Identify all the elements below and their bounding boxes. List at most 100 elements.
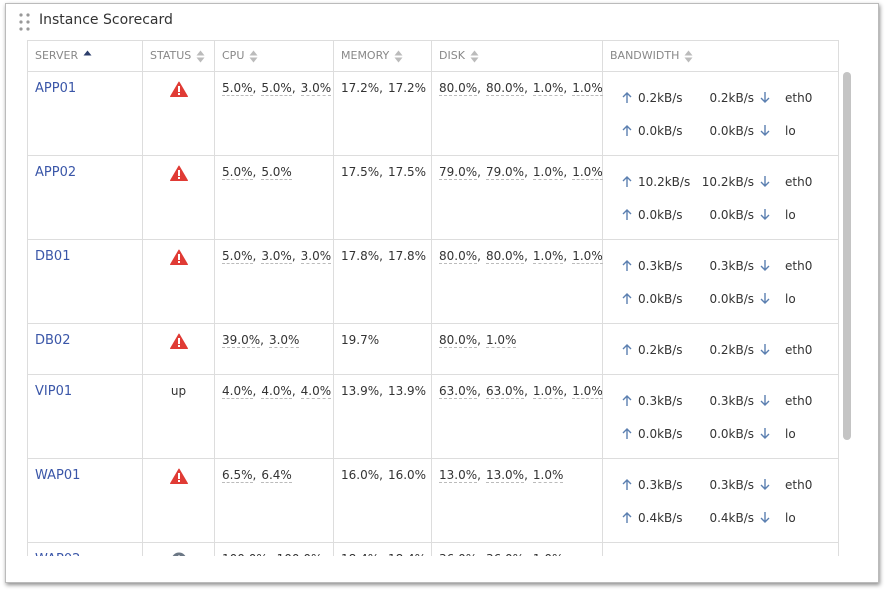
disk-item: 1.0% [572, 384, 603, 399]
memory-item: 17.5% [388, 165, 426, 179]
cpu-value: 3.0% [261, 249, 292, 264]
cpu-value: 4.0% [222, 384, 253, 399]
warning-icon [169, 165, 188, 181]
up-arrow [622, 209, 632, 220]
up-arrow [622, 176, 632, 187]
cpu-value: 5.0% [261, 165, 292, 180]
cpu-cell: 100.0% 100.0% [214, 542, 334, 556]
memory-cell: 17.5% 17.5% [333, 155, 432, 240]
disk-cell: 80.0% 80.0% 1.0% 1.0% [431, 239, 603, 324]
column-header-label: CPU [222, 49, 245, 63]
cpu-cell: 5.0% 5.0% 3.0% [214, 71, 334, 156]
server-cell: APP01 [27, 71, 143, 156]
drag-handle[interactable] [19, 13, 31, 31]
bandwidth-down: 0.3kB/s [709, 393, 754, 408]
bandwidth-line: 0.0kB/s 0.0kB/s lo [621, 282, 838, 315]
disk-item: 80.0% [485, 249, 533, 264]
column-header-label: BANDWIDTH [610, 49, 680, 63]
disk-item: 1.0% [532, 165, 572, 180]
memory-item: 17.2% [388, 81, 426, 95]
scrollbar-thumb[interactable] [843, 72, 851, 440]
memory-item: 17.2% [341, 81, 388, 95]
bandwidth-down: 0.3kB/s [709, 477, 754, 492]
column-header[interactable]: DISK [431, 40, 603, 72]
bandwidth-cell: 0.2kB/s 0.2kB/s eth0 [602, 323, 839, 375]
bandwidth-up: 0.3kB/s [638, 393, 683, 408]
cpu-item: 4.0% [222, 384, 261, 399]
disk-item: 80.0% [439, 333, 486, 348]
panel-title: Instance Scorecard [39, 12, 173, 28]
cpu-value: 6.5% [222, 468, 253, 483]
column-header[interactable]: CPU [214, 40, 334, 72]
cpu-item: 39.0% [222, 333, 269, 348]
up-arrow [622, 260, 632, 271]
memory-cell: 18.4% 18.4% [333, 542, 432, 556]
cpu-item: 3.0% [268, 333, 300, 348]
disk-item: 79.0% [439, 165, 486, 180]
down-arrow [760, 293, 770, 304]
bandwidth-interface: lo [785, 426, 796, 441]
server-link[interactable]: WAP01 [35, 468, 81, 483]
memory-value: 17.2% [387, 81, 427, 95]
sort-icon [470, 50, 479, 63]
cpu-item: 5.0% [261, 81, 301, 96]
sort-icon [394, 50, 403, 63]
disk-item: 80.0% [439, 249, 486, 264]
table-body: APP01 5.0% 5.0% 3.0% 17.2% 17.2% 80.0% 80.0% 1.0… [27, 71, 839, 556]
warning-icon [169, 249, 188, 265]
server-row: WAP01 6.5% 6.4% 16.0% 16.0% 13.0% 13.0% 1.0% 0.3… [27, 458, 839, 543]
bandwidth-cell: 0.2kB/s 0.2kB/s eth0 0.0kB/s 0.0kB/s lo [602, 71, 839, 156]
cpu-cell: 6.5% 6.4% [214, 458, 334, 543]
cpu-item: 3.0% [300, 249, 332, 264]
disk-value: 1.0% [532, 165, 564, 180]
cpu-item: 5.0% [222, 81, 261, 96]
table-viewport: SERVER STATUS CPU MEMORY DISK BANDWIDTH APP01… [27, 40, 857, 556]
bandwidth-down: 0.2kB/s [709, 342, 754, 357]
bandwidth-line: 0.4kB/s 0.4kB/s lo [621, 501, 838, 534]
bandwidth-up: 0.3kB/s [638, 258, 683, 273]
cpu-value: 5.0% [222, 81, 253, 96]
bandwidth-up: 0.0kB/s [638, 291, 683, 306]
bandwidth-line: 0.0kB/s 0.0kB/s lo [621, 114, 838, 147]
up-arrow [622, 512, 632, 523]
server-link[interactable]: VIP01 [35, 384, 73, 399]
memory-value: 18.4% [341, 552, 379, 556]
server-cell: WAP02 [27, 542, 143, 556]
down-arrow [760, 512, 770, 523]
disk-item: 1.0% [532, 81, 572, 96]
server-link[interactable]: WAP02 [35, 552, 80, 556]
cpu-value: 5.0% [222, 249, 253, 264]
bandwidth-line: 0.3kB/s 0.3kB/s eth0 [621, 249, 838, 282]
server-link[interactable]: DB01 [35, 249, 71, 264]
status-text: up [170, 384, 187, 398]
disk-value: 80.0% [439, 333, 478, 348]
bandwidth-down: 0.2kB/s [709, 90, 754, 105]
server-link[interactable]: APP01 [35, 81, 77, 96]
column-header[interactable]: SERVER [27, 40, 143, 72]
disk-item: 1.0% [572, 249, 603, 264]
status-cell: up [142, 374, 215, 459]
header-row: SERVER STATUS CPU MEMORY DISK BANDWIDTH [27, 40, 839, 72]
column-header[interactable]: STATUS [142, 40, 215, 72]
disk-value: 80.0% [439, 249, 478, 264]
status-cell [142, 323, 215, 375]
memory-item: 16.0% [341, 468, 388, 482]
column-header[interactable]: BANDWIDTH [602, 40, 839, 72]
bandwidth-down: 0.3kB/s [709, 258, 754, 273]
sort-icon [83, 50, 92, 63]
disk-value: 36.0% [439, 552, 478, 556]
down-arrow [760, 260, 770, 271]
server-link[interactable]: APP02 [35, 165, 77, 180]
disk-value: 1.0% [532, 81, 564, 96]
bandwidth-up: 0.0kB/s [638, 426, 683, 441]
column-header[interactable]: MEMORY [333, 40, 432, 72]
server-link[interactable]: DB02 [35, 333, 71, 348]
cpu-value: 3.0% [300, 249, 332, 264]
down-arrow [760, 395, 770, 406]
disk-value: 1.0% [572, 81, 603, 96]
down-arrow [760, 344, 770, 355]
cpu-value: 5.0% [222, 165, 253, 180]
cpu-cell: 4.0% 4.0% 4.0% [214, 374, 334, 459]
bandwidth-down: 0.4kB/s [709, 510, 754, 525]
server-row: APP02 5.0% 5.0% 17.5% 17.5% 79.0% 79.0% 1.0% 1.0… [27, 155, 839, 240]
